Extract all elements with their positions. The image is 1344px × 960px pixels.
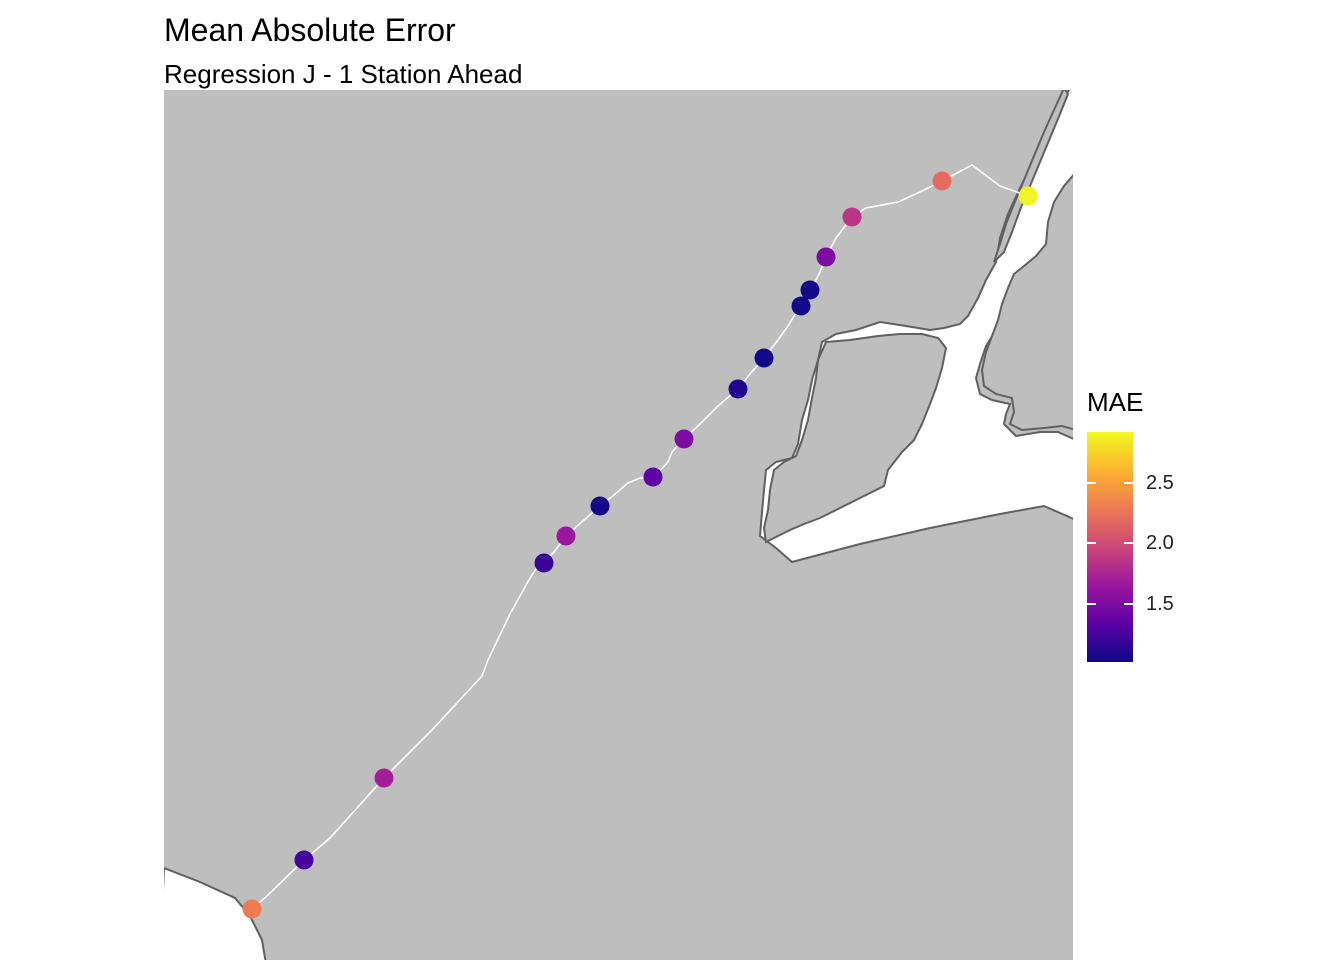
station-point bbox=[294, 850, 314, 870]
chart-title: Mean Absolute Error bbox=[164, 12, 456, 48]
legend-tick-mark bbox=[1087, 602, 1096, 605]
station-point bbox=[791, 296, 811, 316]
legend-tick-mark bbox=[1124, 481, 1133, 484]
station-point bbox=[374, 768, 394, 788]
station-point bbox=[728, 379, 748, 399]
legend-tick-mark bbox=[1124, 602, 1133, 605]
station-point bbox=[816, 247, 836, 267]
legend-tick-label: 1.5 bbox=[1146, 592, 1174, 615]
island-land bbox=[762, 333, 948, 544]
manhattan-land bbox=[993, 90, 1070, 263]
station-point bbox=[556, 526, 576, 546]
legend-colorbar bbox=[1087, 432, 1133, 662]
station-point bbox=[932, 171, 952, 191]
station-point bbox=[242, 899, 262, 919]
station-point bbox=[674, 429, 694, 449]
station-point bbox=[590, 496, 610, 516]
chart-subtitle: Regression J - 1 Station Ahead bbox=[164, 59, 523, 89]
legend-tick-label: 2.5 bbox=[1146, 471, 1174, 494]
station-point bbox=[842, 207, 862, 227]
station-point bbox=[754, 348, 774, 368]
legend-tick-mark bbox=[1087, 542, 1096, 545]
legend-title: MAE bbox=[1087, 387, 1144, 417]
station-points bbox=[242, 171, 1038, 919]
station-point bbox=[800, 280, 820, 300]
ocean-bottom-left bbox=[164, 866, 267, 960]
legend-tick-label: 2.0 bbox=[1146, 532, 1174, 555]
station-point bbox=[643, 467, 663, 487]
station-point bbox=[534, 553, 554, 573]
brooklyn-land bbox=[980, 173, 1073, 432]
legend-tick-mark bbox=[1124, 542, 1133, 545]
station-point bbox=[1018, 186, 1038, 206]
legend-tick-mark bbox=[1087, 481, 1096, 484]
